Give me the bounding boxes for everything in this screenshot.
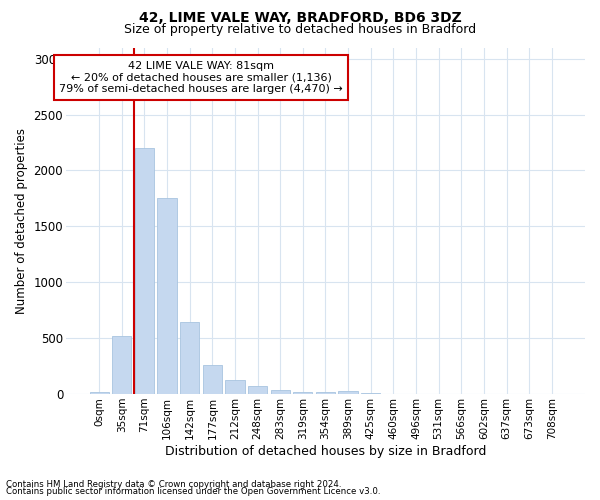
Bar (180, 322, 199, 394)
Text: 42 LIME VALE WAY: 81sqm
← 20% of detached houses are smaller (1,136)
79% of semi: 42 LIME VALE WAY: 81sqm ← 20% of detache… (59, 61, 343, 94)
Bar (135, 148, 154, 394)
Bar (203, 365, 222, 394)
Bar (293, 392, 313, 394)
Text: Size of property relative to detached houses in Bradford: Size of property relative to detached ho… (124, 22, 476, 36)
Bar (112, 336, 131, 394)
Text: 42, LIME VALE WAY, BRADFORD, BD6 3DZ: 42, LIME VALE WAY, BRADFORD, BD6 3DZ (139, 11, 461, 25)
Bar (338, 390, 358, 394)
Bar (248, 386, 267, 394)
Y-axis label: Number of detached properties: Number of detached properties (15, 128, 28, 314)
Bar (271, 390, 290, 394)
Bar (89, 392, 109, 394)
Bar (316, 392, 335, 394)
Bar (226, 380, 245, 394)
Text: Contains public sector information licensed under the Open Government Licence v3: Contains public sector information licen… (6, 487, 380, 496)
Bar (157, 198, 176, 394)
Text: Contains HM Land Registry data © Crown copyright and database right 2024.: Contains HM Land Registry data © Crown c… (6, 480, 341, 489)
X-axis label: Distribution of detached houses by size in Bradford: Distribution of detached houses by size … (165, 444, 486, 458)
